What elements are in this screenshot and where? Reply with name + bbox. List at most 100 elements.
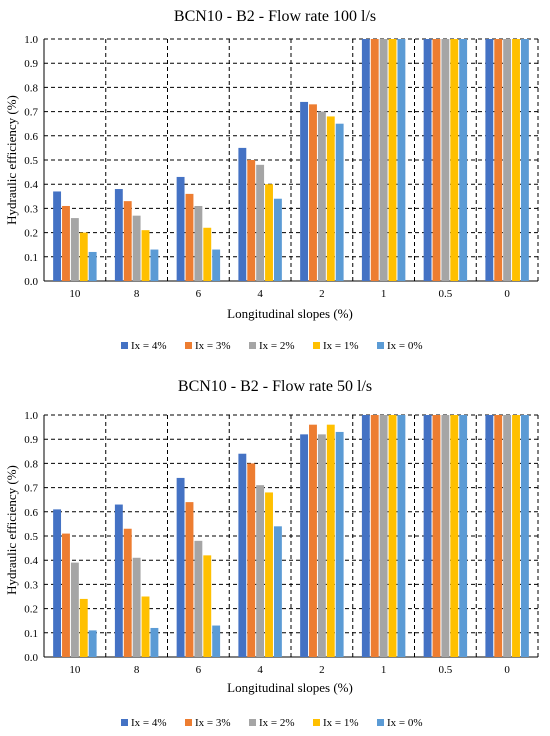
bar-2-series-3 <box>326 116 335 281</box>
bar-1-series-1 <box>370 39 379 281</box>
y-tick-label: 0.7 <box>24 107 38 119</box>
bar-1-series-4 <box>397 39 406 281</box>
legend-item: Ix = 3% <box>185 717 231 729</box>
bar-10-series-2 <box>70 562 79 657</box>
chart-title: BCN10 - B2 - Flow rate 100 l/s <box>174 8 376 25</box>
legend-swatch <box>121 342 128 349</box>
x-tick-label: 8 <box>134 288 140 300</box>
y-tick-label: 0.4 <box>24 555 38 567</box>
bar-2-series-3 <box>326 424 335 657</box>
bar-10-series-2 <box>70 218 79 281</box>
bar-4-series-3 <box>265 184 273 281</box>
bar-6-series-2 <box>194 540 203 657</box>
legend-item: Ix = 1% <box>313 340 359 352</box>
legend-item: Ix = 0% <box>377 717 423 729</box>
bar-10-series-4 <box>88 251 97 281</box>
bar-0.5-series-1 <box>432 415 441 657</box>
bar-8-series-1 <box>123 201 132 281</box>
legend-swatch <box>249 719 256 726</box>
bar-10-series-3 <box>79 232 88 281</box>
bar-2-series-1 <box>309 104 317 281</box>
bar-10-series-0 <box>53 191 62 281</box>
gridlines <box>44 38 539 281</box>
y-tick-label: 0.2 <box>24 604 38 616</box>
chart-svg-flow-rate-50: BCN10 - B2 - Flow rate 50 l/s Hydraulic … <box>4 378 539 729</box>
bar-0-series-0 <box>485 415 494 657</box>
bar-6-series-4 <box>212 625 221 657</box>
bar-0.5-series-4 <box>459 39 468 281</box>
chart-flow-rate-50: BCN10 - B2 - Flow rate 50 l/s Hydraulic … <box>0 368 550 736</box>
legend-label: Ix = 3% <box>195 340 231 352</box>
y-tick-label: 0.0 <box>24 652 38 664</box>
bar-10-series-4 <box>88 630 97 657</box>
y-tick-label: 0.7 <box>24 483 38 495</box>
bar-10-series-3 <box>79 598 88 657</box>
bar-6-series-2 <box>194 205 203 281</box>
bar-1-series-3 <box>388 415 397 657</box>
bar-4-series-2 <box>256 164 265 281</box>
x-tick-label: 6 <box>196 664 202 676</box>
legend-item: Ix = 1% <box>313 717 359 729</box>
x-tick-label: 0 <box>504 664 510 676</box>
chart-flow-rate-100: BCN10 - B2 - Flow rate 100 l/s Hydraulic… <box>4 8 539 352</box>
bar-8-series-0 <box>114 504 123 657</box>
bar-1-series-4 <box>397 415 406 657</box>
bar-6-series-0 <box>176 176 185 281</box>
legend-item: Ix = 2% <box>249 717 295 729</box>
bar-8-series-1 <box>123 528 132 657</box>
bar-8-series-2 <box>132 557 141 657</box>
y-axis-label: Hydraulic efficiency (%) <box>4 95 19 225</box>
legend-label: Ix = 1% <box>323 340 359 352</box>
legend-swatch <box>377 342 384 349</box>
bar-0.5-series-2 <box>441 415 450 657</box>
bar-0-series-1 <box>494 39 503 281</box>
bar-2-series-0 <box>300 101 309 281</box>
legend: Ix = 4% Ix = 3% Ix = 2% Ix = 1% Ix = 0% <box>121 717 423 729</box>
bar-8-series-3 <box>141 230 150 281</box>
legend-label: Ix = 0% <box>387 340 423 352</box>
bar-4-series-3 <box>265 492 273 657</box>
bar-6-series-1 <box>185 193 194 281</box>
bar-0.5-series-0 <box>423 39 432 281</box>
gridlines <box>44 414 539 657</box>
y-tick-label: 0.4 <box>24 179 38 191</box>
legend-item: Ix = 2% <box>249 340 295 352</box>
bar-0.5-series-4 <box>459 415 468 657</box>
legend-swatch <box>249 342 256 349</box>
bar-6-series-3 <box>203 227 212 281</box>
legend-swatch <box>313 342 320 349</box>
bar-2-series-4 <box>335 431 344 657</box>
bar-8-series-2 <box>132 215 141 281</box>
bar-1-series-3 <box>388 39 397 281</box>
bar-6-series-0 <box>176 477 185 657</box>
bar-2-series-4 <box>335 123 344 281</box>
bar-4-series-1 <box>247 160 256 281</box>
bar-1-series-2 <box>379 39 388 281</box>
bar-1-series-0 <box>361 415 370 657</box>
bars <box>53 415 529 657</box>
legend-item: Ix = 3% <box>185 340 231 352</box>
y-tick-label: 0.3 <box>24 203 38 215</box>
x-tick-label: 2 <box>319 664 325 676</box>
bar-2-series-1 <box>309 424 317 657</box>
bar-10-series-1 <box>62 205 70 281</box>
y-tick-label: 1.0 <box>24 410 38 422</box>
legend-label: Ix = 2% <box>259 717 295 729</box>
legend-label: Ix = 4% <box>131 340 167 352</box>
x-tick-label: 0.5 <box>439 664 453 676</box>
y-tick-label: 0.0 <box>24 276 38 288</box>
bar-0-series-2 <box>503 415 512 657</box>
bar-0-series-0 <box>485 39 494 281</box>
bar-1-series-1 <box>370 415 379 657</box>
bar-0.5-series-1 <box>432 39 441 281</box>
x-tick-label: 10 <box>69 288 81 300</box>
x-tick-label: 4 <box>257 288 263 300</box>
y-tick-label: 0.5 <box>24 155 38 167</box>
bar-8-series-0 <box>114 189 123 281</box>
y-axis-label: Hydraulic efficiency (%) <box>4 465 19 595</box>
bar-8-series-4 <box>150 627 159 657</box>
bar-1-series-2 <box>379 415 388 657</box>
x-tick-label: 4 <box>257 664 263 676</box>
legend-label: Ix = 2% <box>259 340 295 352</box>
y-tick-label: 0.1 <box>24 628 38 640</box>
